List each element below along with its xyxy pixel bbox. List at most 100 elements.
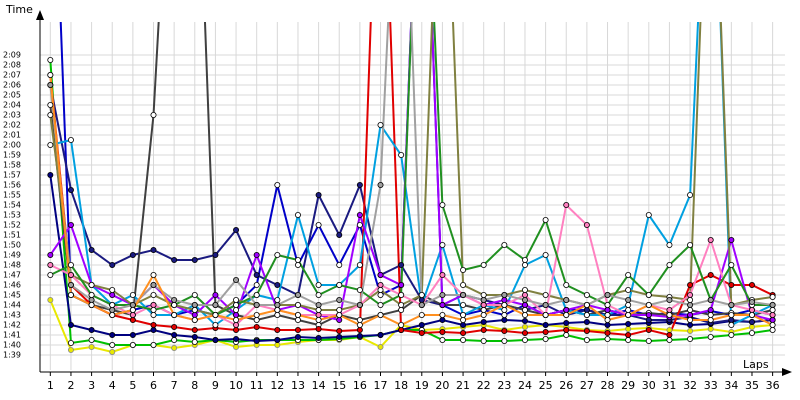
point — [728, 316, 735, 323]
y-tick-label: 2:07 — [3, 71, 21, 80]
y-arrow — [36, 10, 44, 20]
point — [542, 328, 549, 335]
point — [150, 326, 157, 333]
point — [67, 271, 74, 278]
x-tick-label: 19 — [415, 379, 429, 392]
x-tick-label: 4 — [109, 379, 116, 392]
point — [604, 329, 611, 336]
x-tick-label: 2 — [67, 379, 74, 392]
grid — [40, 22, 785, 376]
point — [294, 333, 301, 340]
point — [315, 281, 322, 288]
point — [521, 323, 528, 330]
point — [687, 191, 694, 198]
point — [398, 326, 405, 333]
point — [47, 251, 54, 258]
x-tick-label: 3 — [88, 379, 95, 392]
point — [150, 341, 157, 348]
point — [88, 301, 95, 308]
point — [687, 281, 694, 288]
point — [377, 301, 384, 308]
point — [625, 301, 632, 308]
point — [604, 291, 611, 298]
point — [625, 336, 632, 343]
point — [171, 256, 178, 263]
point — [67, 346, 74, 353]
point — [336, 306, 343, 313]
point — [645, 211, 652, 218]
tick-labels: 1:391:401:411:421:431:441:451:461:471:48… — [3, 51, 780, 393]
point — [501, 291, 508, 298]
x-tick-label: 12 — [270, 379, 284, 392]
point — [707, 236, 714, 243]
point — [171, 311, 178, 318]
point — [748, 311, 755, 318]
point — [748, 298, 755, 305]
point — [563, 319, 570, 326]
x-tick-label: 17 — [374, 379, 388, 392]
point — [67, 221, 74, 228]
point — [356, 332, 363, 339]
y-tick-label: 1:39 — [3, 351, 21, 360]
point — [67, 186, 74, 193]
point — [398, 306, 405, 313]
point — [604, 301, 611, 308]
point — [748, 323, 755, 330]
point — [129, 291, 136, 298]
point — [67, 339, 74, 346]
point — [439, 271, 446, 278]
point — [687, 321, 694, 328]
point — [687, 316, 694, 323]
point — [274, 301, 281, 308]
x-tick-label: 32 — [683, 379, 697, 392]
point — [769, 321, 776, 328]
point — [253, 301, 260, 308]
point — [625, 320, 632, 327]
point — [542, 311, 549, 318]
y-tick-label: 1:43 — [3, 311, 21, 320]
point — [67, 136, 74, 143]
point — [191, 306, 198, 313]
point — [109, 311, 116, 318]
point — [480, 311, 487, 318]
point — [47, 296, 54, 303]
point — [191, 333, 198, 340]
point — [315, 334, 322, 341]
point — [439, 311, 446, 318]
x-tick-label: 1 — [47, 379, 54, 392]
y-tick-label: 2:04 — [3, 101, 21, 110]
point — [645, 301, 652, 308]
x-tick-label: 36 — [766, 379, 780, 392]
point — [480, 296, 487, 303]
point — [109, 306, 116, 313]
point — [171, 344, 178, 351]
point — [67, 321, 74, 328]
x-tick-label: 34 — [724, 379, 738, 392]
series-line — [49, 22, 774, 337]
point — [212, 301, 219, 308]
point — [480, 261, 487, 268]
point — [315, 191, 322, 198]
point — [625, 311, 632, 318]
point — [109, 291, 116, 298]
x-tick-label: 29 — [621, 379, 635, 392]
point — [377, 343, 384, 350]
point — [583, 327, 590, 334]
point — [563, 311, 570, 318]
x-tick-label: 13 — [291, 379, 305, 392]
y-tick-label: 1:47 — [3, 271, 21, 280]
point — [150, 306, 157, 313]
x-tick-label: 7 — [171, 379, 178, 392]
x-tick-label: 35 — [745, 379, 759, 392]
point — [728, 261, 735, 268]
y-tick-label: 1:50 — [3, 241, 21, 250]
point — [47, 261, 54, 268]
point — [521, 317, 528, 324]
point — [707, 296, 714, 303]
point — [253, 291, 260, 298]
point — [501, 241, 508, 248]
point — [47, 82, 54, 89]
point — [418, 329, 425, 336]
point — [542, 301, 549, 308]
